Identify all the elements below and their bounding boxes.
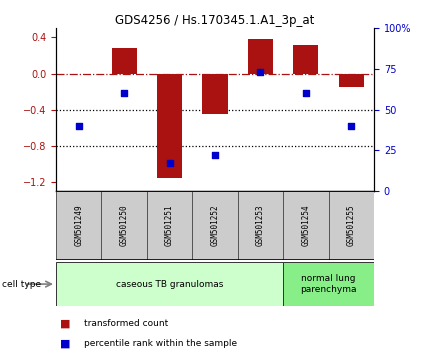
Bar xyxy=(248,39,273,74)
Bar xyxy=(147,191,192,260)
Text: normal lung
parenchyma: normal lung parenchyma xyxy=(301,274,357,294)
Text: ■: ■ xyxy=(60,338,71,348)
Text: GSM501253: GSM501253 xyxy=(256,205,265,246)
Bar xyxy=(283,262,374,306)
Text: GSM501251: GSM501251 xyxy=(165,205,174,246)
Text: ■: ■ xyxy=(60,319,71,329)
Title: GDS4256 / Hs.170345.1.A1_3p_at: GDS4256 / Hs.170345.1.A1_3p_at xyxy=(115,14,315,27)
Text: caseous TB granulomas: caseous TB granulomas xyxy=(116,280,223,289)
Bar xyxy=(192,191,238,260)
Text: GSM501254: GSM501254 xyxy=(301,205,310,246)
Point xyxy=(121,91,128,96)
Text: GSM501249: GSM501249 xyxy=(74,205,83,246)
Bar xyxy=(238,191,283,260)
Text: GSM501255: GSM501255 xyxy=(347,205,356,246)
Point xyxy=(166,161,173,166)
Point xyxy=(75,123,82,129)
Bar xyxy=(112,48,137,74)
Point xyxy=(302,91,309,96)
Bar xyxy=(56,262,283,306)
Bar xyxy=(157,74,182,178)
Bar xyxy=(339,74,364,87)
Text: percentile rank within the sample: percentile rank within the sample xyxy=(84,339,237,348)
Text: cell type: cell type xyxy=(2,280,41,289)
Bar xyxy=(203,74,227,114)
Point xyxy=(212,153,218,158)
Bar xyxy=(101,191,147,260)
Point xyxy=(348,123,355,129)
Text: GSM501252: GSM501252 xyxy=(211,205,219,246)
Bar xyxy=(56,191,101,260)
Point xyxy=(257,69,264,75)
Bar xyxy=(329,191,374,260)
Bar xyxy=(293,45,318,74)
Text: transformed count: transformed count xyxy=(84,319,168,329)
Bar xyxy=(283,191,329,260)
Text: GSM501250: GSM501250 xyxy=(120,205,129,246)
